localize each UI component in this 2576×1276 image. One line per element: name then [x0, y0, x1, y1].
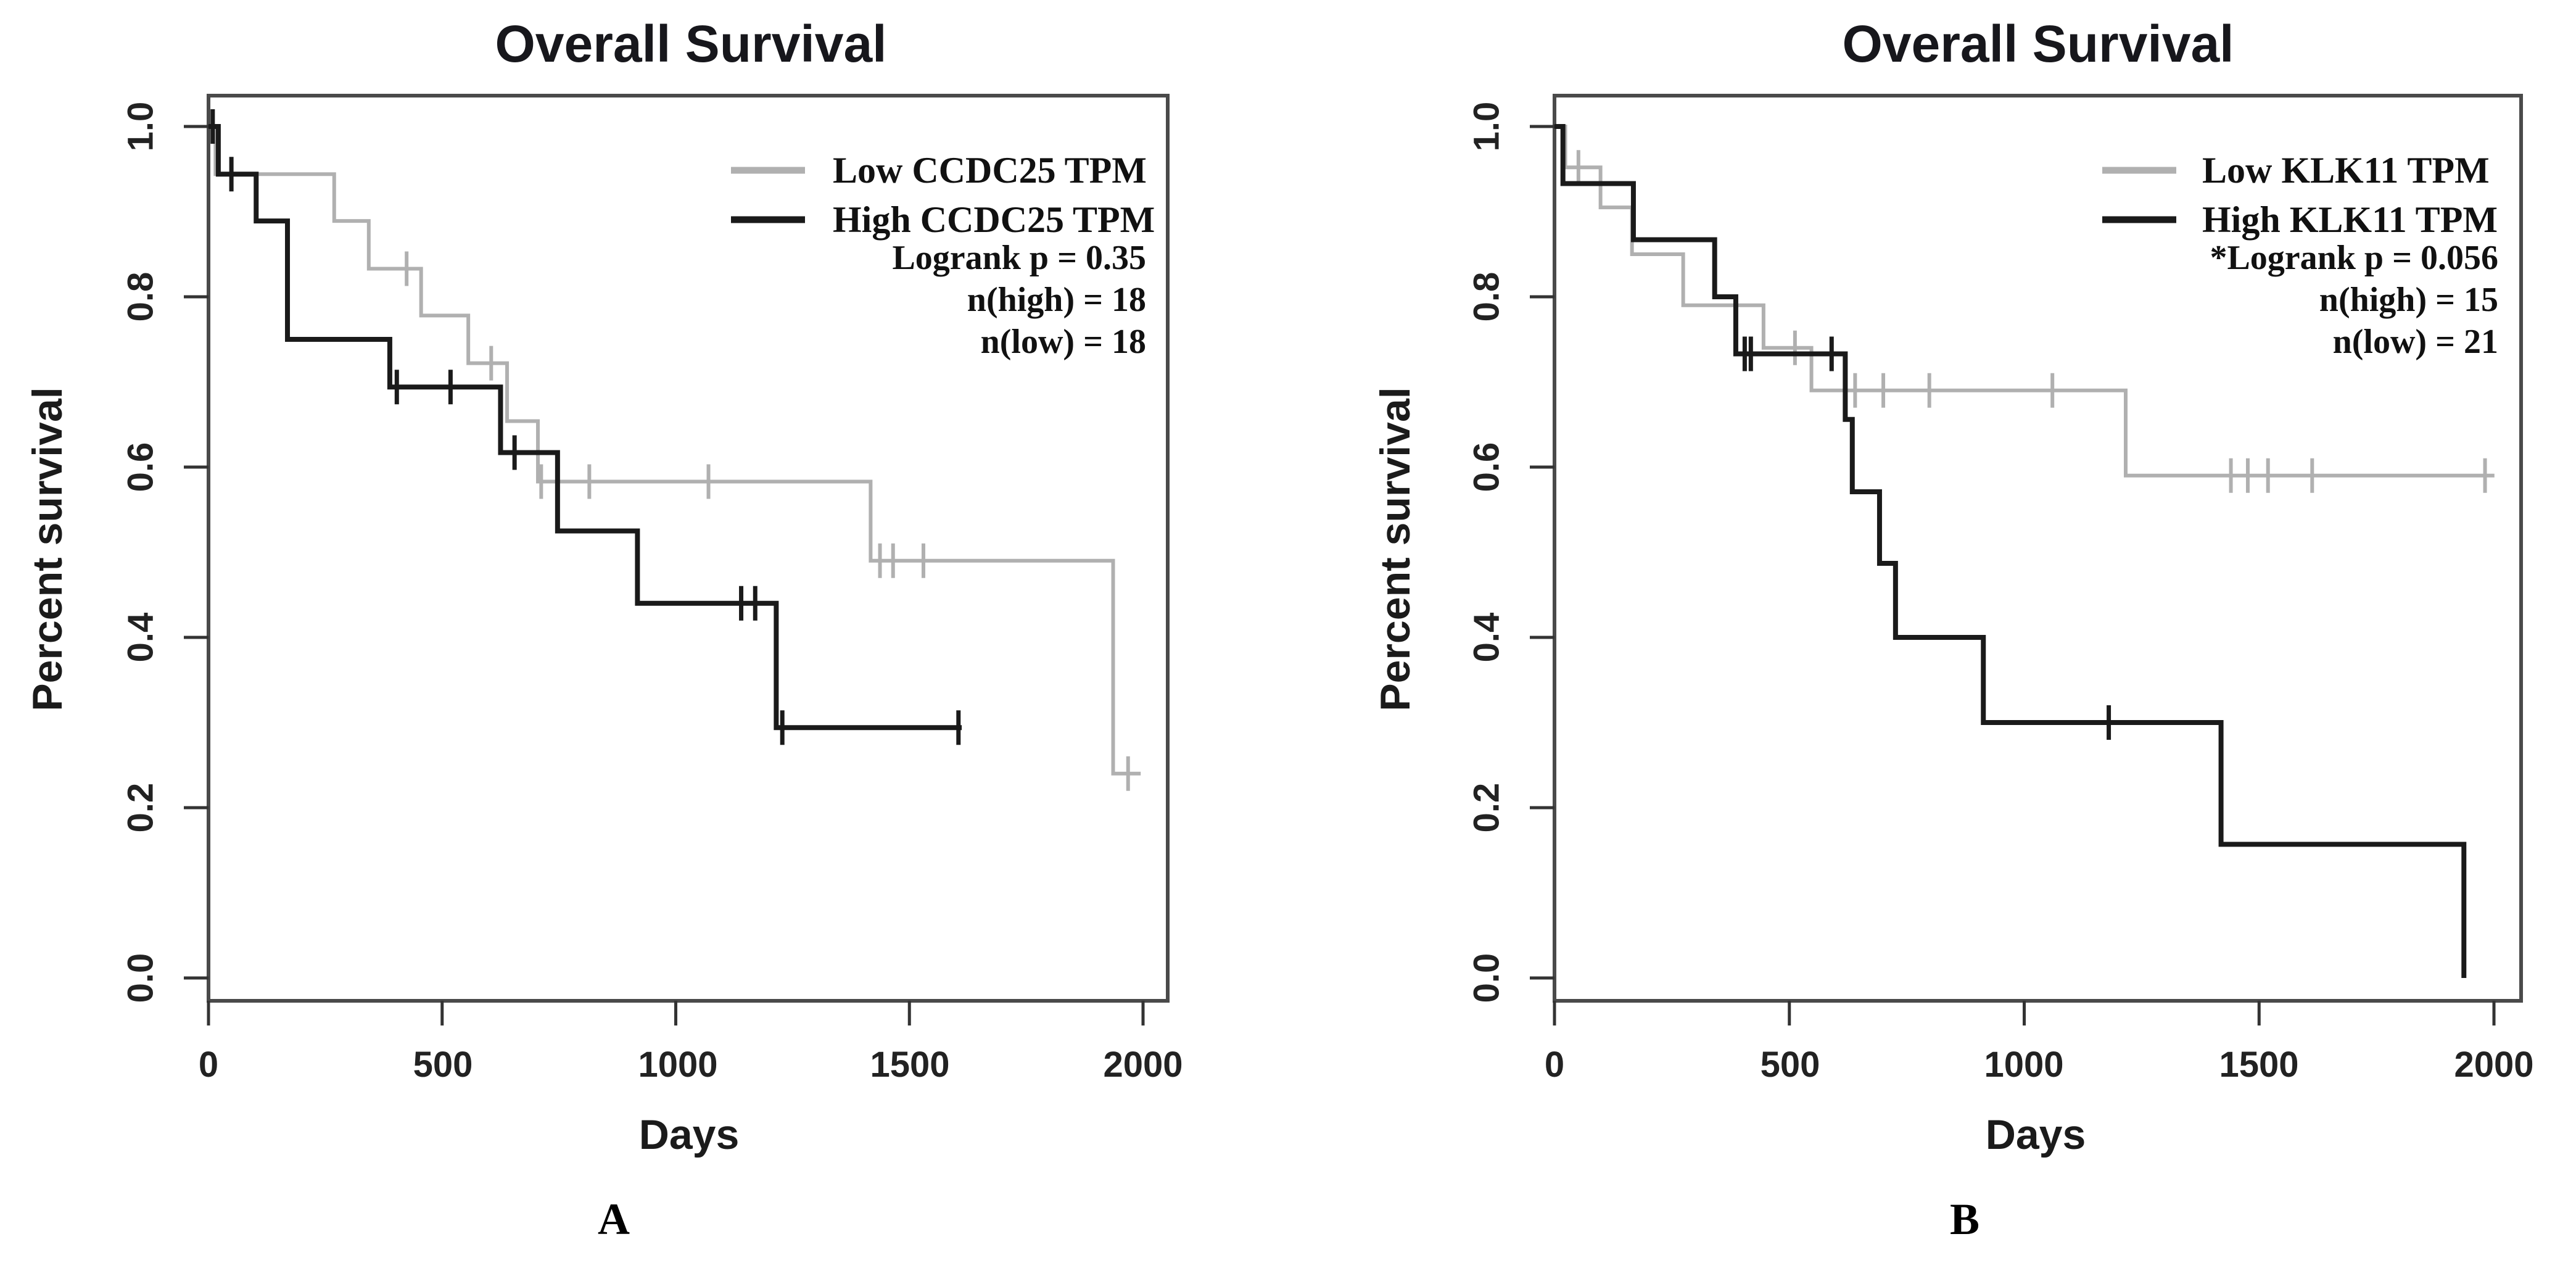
y-tick-label: 1.0	[1467, 102, 1507, 152]
plot-box	[1553, 94, 2523, 1003]
x-axis-label: Days	[639, 1111, 740, 1158]
panel-b: Overall Survival 0 500 1000 1500 2000 0.…	[1372, 15, 2534, 1244]
panel-b-shapes	[1530, 124, 2496, 1025]
panel-a-title: Overall Survival	[495, 15, 886, 73]
x-tick-label: 1000	[1984, 1045, 2063, 1085]
x-tick-label: 0	[1545, 1045, 1564, 1085]
n-high-annotation: n(high) = 18	[967, 281, 1146, 319]
legend-label-high: High KLK11 TPM	[2202, 199, 2498, 240]
survival-curve-high	[1554, 124, 2467, 978]
n-low-annotation: n(low) = 21	[2333, 323, 2498, 361]
x-tick-label: 2000	[1103, 1045, 1183, 1085]
panel-a-shapes	[184, 109, 1145, 1025]
x-axis-label: Days	[1986, 1111, 2086, 1158]
panel-a-letter: A	[598, 1195, 630, 1244]
y-axis-label: Percent survival	[24, 387, 71, 711]
y-tick-label: 0.4	[1467, 613, 1507, 663]
panel-b-title: Overall Survival	[1842, 15, 2234, 73]
plot-box	[207, 94, 1170, 1003]
y-tick-label: 1.0	[121, 102, 161, 152]
legend-label-high: High CCDC25 TPM	[833, 199, 1155, 240]
y-tick-label: 0.8	[121, 272, 161, 322]
logrank-annotation: *Logrank p = 0.056	[2210, 239, 2498, 277]
x-tick-label: 1500	[870, 1045, 949, 1085]
y-axis-label: Percent survival	[1372, 387, 1419, 711]
x-tick-label: 500	[413, 1045, 473, 1085]
x-tick-label: 1500	[2219, 1045, 2298, 1085]
y-tick-label: 0.2	[121, 783, 161, 833]
y-tick-label: 0.8	[1467, 272, 1507, 322]
x-tick-label: 500	[1761, 1045, 1820, 1085]
y-tick-label: 0.0	[121, 953, 161, 1003]
survival-curve-high	[208, 124, 962, 731]
x-tick-label: 2000	[2454, 1045, 2533, 1085]
y-tick-label: 0.6	[121, 442, 161, 492]
legend-label-low: Low KLK11 TPM	[2202, 150, 2490, 191]
n-high-annotation: n(high) = 15	[2319, 281, 2498, 319]
logrank-annotation: Logrank p = 0.35	[892, 239, 1146, 277]
x-tick-label: 0	[199, 1045, 218, 1085]
survival-curve-low	[208, 125, 1141, 776]
x-tick-label: 1000	[638, 1045, 717, 1085]
y-tick-label: 0.6	[1467, 442, 1507, 492]
y-tick-label: 0.0	[1467, 953, 1507, 1003]
panel-b-letter: B	[1950, 1195, 1979, 1244]
panel-a: Overall Survival 0 500 1000 1500 2000 0.…	[24, 15, 1183, 1244]
y-tick-label: 0.4	[121, 613, 161, 663]
y-tick-label: 0.2	[1467, 783, 1507, 833]
survival-curve-low	[1554, 125, 2495, 478]
n-low-annotation: n(low) = 18	[981, 323, 1146, 361]
legend-label-low: Low CCDC25 TPM	[833, 150, 1147, 191]
